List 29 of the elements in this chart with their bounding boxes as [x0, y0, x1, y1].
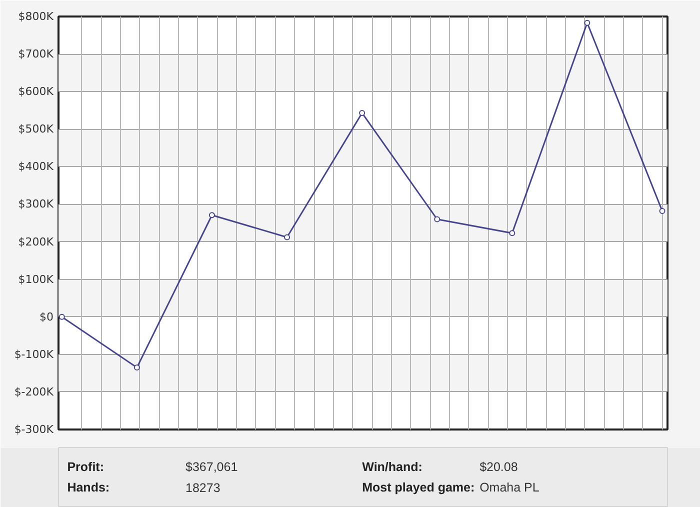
point: [509, 230, 516, 236]
text: Profit:: [67, 460, 104, 474]
text: $367,061: [186, 460, 238, 474]
text: Win/hand:: [362, 460, 422, 474]
y-tick-label: $300K: [18, 198, 54, 211]
y-tick-label: $-100K: [14, 348, 54, 361]
text: Most played game:: [362, 480, 475, 495]
y-tick-label: $700K: [18, 48, 54, 61]
point: [134, 364, 140, 371]
y-tick-label: $0: [40, 310, 54, 324]
y-tick-label: $200K: [18, 235, 54, 248]
text: Omaha PL: [480, 480, 540, 495]
point: [659, 208, 666, 214]
point: [584, 20, 590, 26]
point: [284, 234, 290, 240]
text: Hands:: [67, 480, 110, 495]
text: 18273: [186, 481, 220, 496]
y-tick-label: $-200K: [14, 385, 54, 398]
text: $20.08: [480, 460, 518, 474]
y-tick-label: $800K: [18, 10, 54, 23]
point: [58, 314, 65, 320]
y-tick-label: $500K: [18, 122, 54, 136]
y-tick-label: $600K: [18, 85, 54, 98]
y-tick-label: $-300K: [14, 423, 54, 436]
point: [434, 216, 440, 222]
y-tick-label: $400K: [18, 160, 54, 174]
y-tick-label: $100K: [18, 272, 54, 286]
point: [208, 212, 215, 218]
point: [359, 110, 366, 116]
